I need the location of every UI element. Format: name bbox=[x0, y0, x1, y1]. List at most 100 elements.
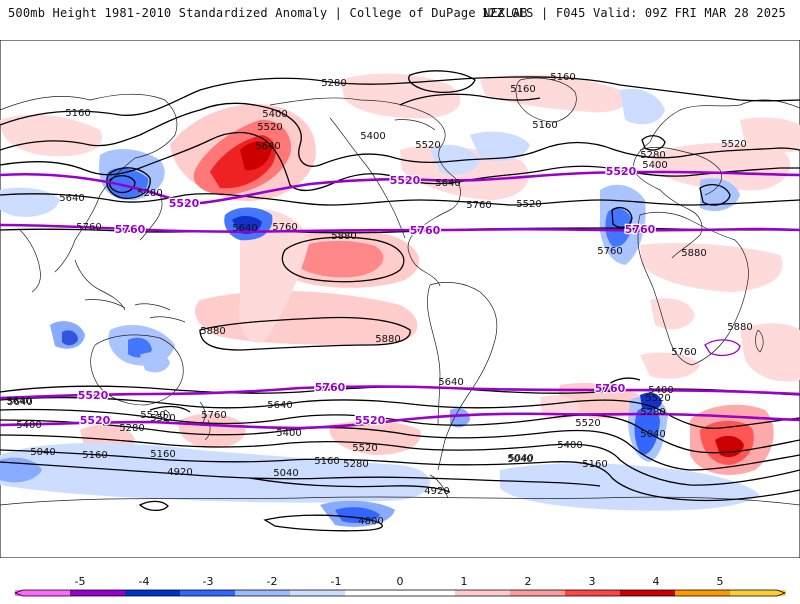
contour-label: 5400 bbox=[262, 109, 287, 120]
contour-label: 4920 bbox=[167, 467, 192, 478]
contour-label: 5160 bbox=[582, 459, 607, 470]
contour-label: 5160 bbox=[82, 450, 107, 461]
contour-label: 5520 bbox=[415, 140, 440, 151]
contour-label: 5160 bbox=[65, 108, 90, 119]
contour-label: 5640 bbox=[6, 396, 31, 407]
contour-label: 5640 bbox=[435, 178, 460, 189]
contour-label: 5760 bbox=[201, 410, 226, 421]
contour-label: 5040 bbox=[640, 429, 665, 440]
contour-label: 5520 bbox=[352, 443, 377, 454]
colorbar-tick-label: -5 bbox=[75, 575, 86, 588]
anomaly-colorbar: -5 -4 -3 -2 -1 0 1 2 3 4 5 bbox=[0, 570, 800, 600]
contour-label: 5640 bbox=[255, 141, 280, 152]
contour-label: 5280 bbox=[321, 78, 346, 89]
height-contours bbox=[0, 70, 800, 532]
contour-label: 5400 bbox=[642, 160, 667, 171]
colorbar-tick-label: 5 bbox=[717, 575, 724, 588]
highlight-contours bbox=[0, 170, 800, 430]
contour-label: 5160 bbox=[314, 456, 339, 467]
map-canvas[interactable]: 5280516051605160516054005520564054005520… bbox=[0, 39, 800, 559]
contour-label: 5280 bbox=[640, 407, 665, 418]
contour-label: 5520 bbox=[721, 139, 746, 150]
contour-label: 5640 bbox=[438, 377, 463, 388]
colorbar-segment bbox=[510, 590, 566, 596]
contour-label: 5520 bbox=[140, 410, 165, 421]
contour-label: 5160 bbox=[510, 84, 535, 95]
contour-label: 5520 bbox=[575, 418, 600, 429]
colorbar-segments bbox=[13, 589, 787, 597]
contour-label: 5280 bbox=[640, 150, 665, 161]
contour-label: 5400 bbox=[276, 428, 301, 439]
colorbar-tick-label: 2 bbox=[525, 575, 532, 588]
anomaly-region-southern-ocean-low bbox=[0, 443, 430, 503]
contour-label: 5640 bbox=[232, 223, 257, 234]
highlight-contour-label: 5520 bbox=[390, 174, 421, 187]
colorbar-segment bbox=[290, 590, 346, 596]
contour-label: 5880 bbox=[681, 248, 706, 259]
contour-label: 5040 bbox=[30, 447, 55, 458]
colorbar-tick-label: 1 bbox=[461, 575, 468, 588]
colorbar-segment bbox=[400, 590, 456, 596]
contour-label: 5160 bbox=[550, 72, 575, 83]
contour-label: 5400 bbox=[648, 385, 673, 396]
contour-label: 5400 bbox=[557, 440, 582, 451]
contour-label: 5160 bbox=[532, 120, 557, 131]
colorbar-svg: -5 -4 -3 -2 -1 0 1 2 3 4 5 bbox=[13, 575, 787, 597]
colorbar-segment bbox=[70, 590, 126, 596]
map-panel[interactable]: 5280 5160 5160 5160 5160 5400 5520 5640 5400 5520… bbox=[0, 39, 800, 559]
colorbar-tick-label: 0 bbox=[397, 575, 404, 588]
highlight-contour-label: 5760 bbox=[625, 223, 656, 236]
colorbar-segment bbox=[730, 590, 786, 596]
contour-label: 5040 bbox=[508, 453, 533, 464]
colorbar-tick-label: 3 bbox=[589, 575, 596, 588]
contour-label: 5280 bbox=[343, 459, 368, 470]
contour-label: 5520 bbox=[516, 199, 541, 210]
contour-labels: 5280516051605160516054005520564054005520… bbox=[6, 72, 752, 527]
colorbar-segment bbox=[125, 590, 181, 596]
highlight-contour-label: 5760 bbox=[410, 224, 441, 237]
contour-label: 5640 bbox=[59, 193, 84, 204]
contour-label: 5520 bbox=[645, 393, 670, 404]
colorbar-segment bbox=[620, 590, 676, 596]
colorbar-ticks: -5 -4 -3 -2 -1 0 1 2 3 4 5 bbox=[75, 575, 724, 588]
contour-label: 5520 bbox=[257, 122, 282, 133]
map-title: 500mb Height 1981-2010 Standardized Anom… bbox=[8, 6, 528, 20]
colorbar-segment bbox=[345, 590, 401, 596]
contour-label: 5400 bbox=[360, 131, 385, 142]
colorbar-outline bbox=[13, 589, 787, 597]
colorbar-segment bbox=[675, 590, 731, 596]
contour-label: 5400 bbox=[16, 420, 41, 431]
colorbar-segment bbox=[180, 590, 236, 596]
highlight-contour-label: 5760 bbox=[595, 382, 626, 395]
contour-label: 5280 bbox=[119, 423, 144, 434]
contour-label: 5760 bbox=[272, 222, 297, 233]
north-america-coast bbox=[269, 97, 461, 287]
anomaly-region-canada-low bbox=[430, 144, 480, 175]
contour-label: 5640 bbox=[267, 400, 292, 411]
colorbar-tick-label: -3 bbox=[203, 575, 214, 588]
contour-label: 4800 bbox=[358, 516, 383, 527]
highlight-contour-label: 5520 bbox=[169, 197, 200, 210]
header: 500mb Height 1981-2010 Standardized Anom… bbox=[0, 0, 800, 30]
contour-label: 4920 bbox=[424, 486, 449, 497]
contour-label: 5040 bbox=[273, 468, 298, 479]
highlight-contour-label: 5520 bbox=[80, 414, 111, 427]
colorbar-segment bbox=[235, 590, 291, 596]
contour-label: 5280 bbox=[137, 188, 162, 199]
contour-label: 5880 bbox=[727, 322, 752, 333]
contour-label: 5760 bbox=[597, 246, 622, 257]
contour-label: 5760 bbox=[671, 347, 696, 358]
contour-label: 5760 bbox=[76, 222, 101, 233]
highlight-contour-label: 5520 bbox=[606, 165, 637, 178]
contour-label: 5640 bbox=[7, 397, 32, 408]
anomaly-shading bbox=[0, 73, 800, 527]
highlight-contour-label: 5520 bbox=[78, 389, 109, 402]
model-run-info: 12Z GFS | F045 Valid: 09Z FRI MAR 28 202… bbox=[481, 6, 786, 20]
contour-label: 5520 bbox=[150, 413, 175, 424]
colorbar-segment bbox=[455, 590, 511, 596]
highlight-contour-label: 5760 bbox=[315, 381, 346, 394]
anomaly-region-gulf-alaska-high bbox=[340, 73, 461, 119]
colorbar-tick-label: 4 bbox=[653, 575, 660, 588]
contour-label: 5160 bbox=[150, 449, 175, 460]
